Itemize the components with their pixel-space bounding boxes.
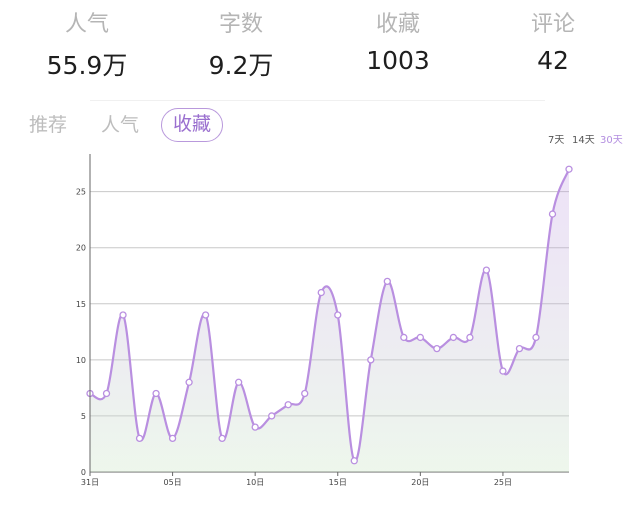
axes: 0 5 10 15 20 25 31日 05日 10日 15日 20日 25日 — [76, 154, 512, 487]
data-point — [383, 277, 391, 286]
tab-recommend[interactable]: 推荐 — [29, 114, 68, 136]
stat-value: 55.9万 — [46, 51, 128, 80]
data-point — [532, 333, 540, 342]
stat-label: 字数 — [218, 12, 263, 37]
tab-popularity[interactable]: 人气 — [101, 114, 140, 136]
data-point — [268, 412, 276, 420]
data-point — [350, 457, 358, 465]
data-point — [515, 344, 524, 353]
range-14-days[interactable]: 14天 — [572, 135, 595, 146]
y-tick-label: 10 — [76, 356, 86, 365]
stats-bar: 人气 55.9万 字数 9.2万 收藏 1003 评论 42 — [0, 0, 640, 100]
range-30-days[interactable]: 30天 — [600, 135, 623, 146]
data-point — [251, 423, 259, 431]
y-tick-label: 20 — [76, 244, 86, 253]
x-tick-label: 15日 — [329, 478, 347, 487]
data-point — [433, 344, 441, 353]
data-point — [119, 311, 127, 319]
data-point — [449, 333, 458, 342]
data-point — [218, 434, 226, 443]
y-tick-label: 5 — [81, 412, 86, 421]
data-point — [416, 333, 424, 342]
x-tick-label: 31日 — [81, 478, 99, 487]
data-point — [152, 389, 160, 398]
data-point — [565, 165, 573, 173]
stat-value: 42 — [537, 46, 569, 75]
x-tick-label: 10日 — [246, 478, 264, 487]
data-point — [301, 389, 309, 398]
stat-label: 收藏 — [375, 12, 420, 37]
x-tick-label: 20日 — [411, 478, 429, 487]
data-point — [400, 333, 408, 342]
data-point — [317, 288, 325, 297]
data-point — [235, 378, 243, 386]
data-point — [201, 311, 210, 319]
stat-value: 1003 — [366, 46, 430, 75]
data-point — [168, 434, 177, 443]
data-point — [367, 356, 375, 364]
tab-favorites[interactable]: 收藏 — [161, 108, 224, 142]
x-tick-label: 05日 — [163, 478, 181, 487]
data-point — [102, 389, 111, 398]
y-tick-label: 25 — [76, 188, 86, 197]
data-points — [86, 165, 573, 465]
stat-value: 9.2万 — [208, 51, 274, 80]
data-point — [334, 311, 342, 319]
data-point — [466, 333, 474, 342]
data-point — [135, 434, 144, 443]
favorites-chart: 0 5 10 15 20 25 31日 05日 10日 15日 20日 25日 — [76, 154, 573, 487]
range-7-days[interactable]: 7天 — [548, 135, 565, 146]
series-area — [90, 169, 569, 472]
data-point — [548, 210, 557, 218]
data-point — [185, 378, 193, 386]
y-tick-label: 0 — [81, 468, 86, 477]
divider — [90, 100, 545, 101]
data-point — [499, 367, 507, 375]
stat-label: 评论 — [530, 12, 575, 37]
series-line — [89, 168, 571, 462]
x-tick-label: 25日 — [494, 478, 512, 487]
data-point — [284, 401, 292, 409]
data-point — [482, 266, 491, 274]
stat-label: 人气 — [64, 12, 109, 37]
y-tick-label: 15 — [76, 300, 86, 309]
